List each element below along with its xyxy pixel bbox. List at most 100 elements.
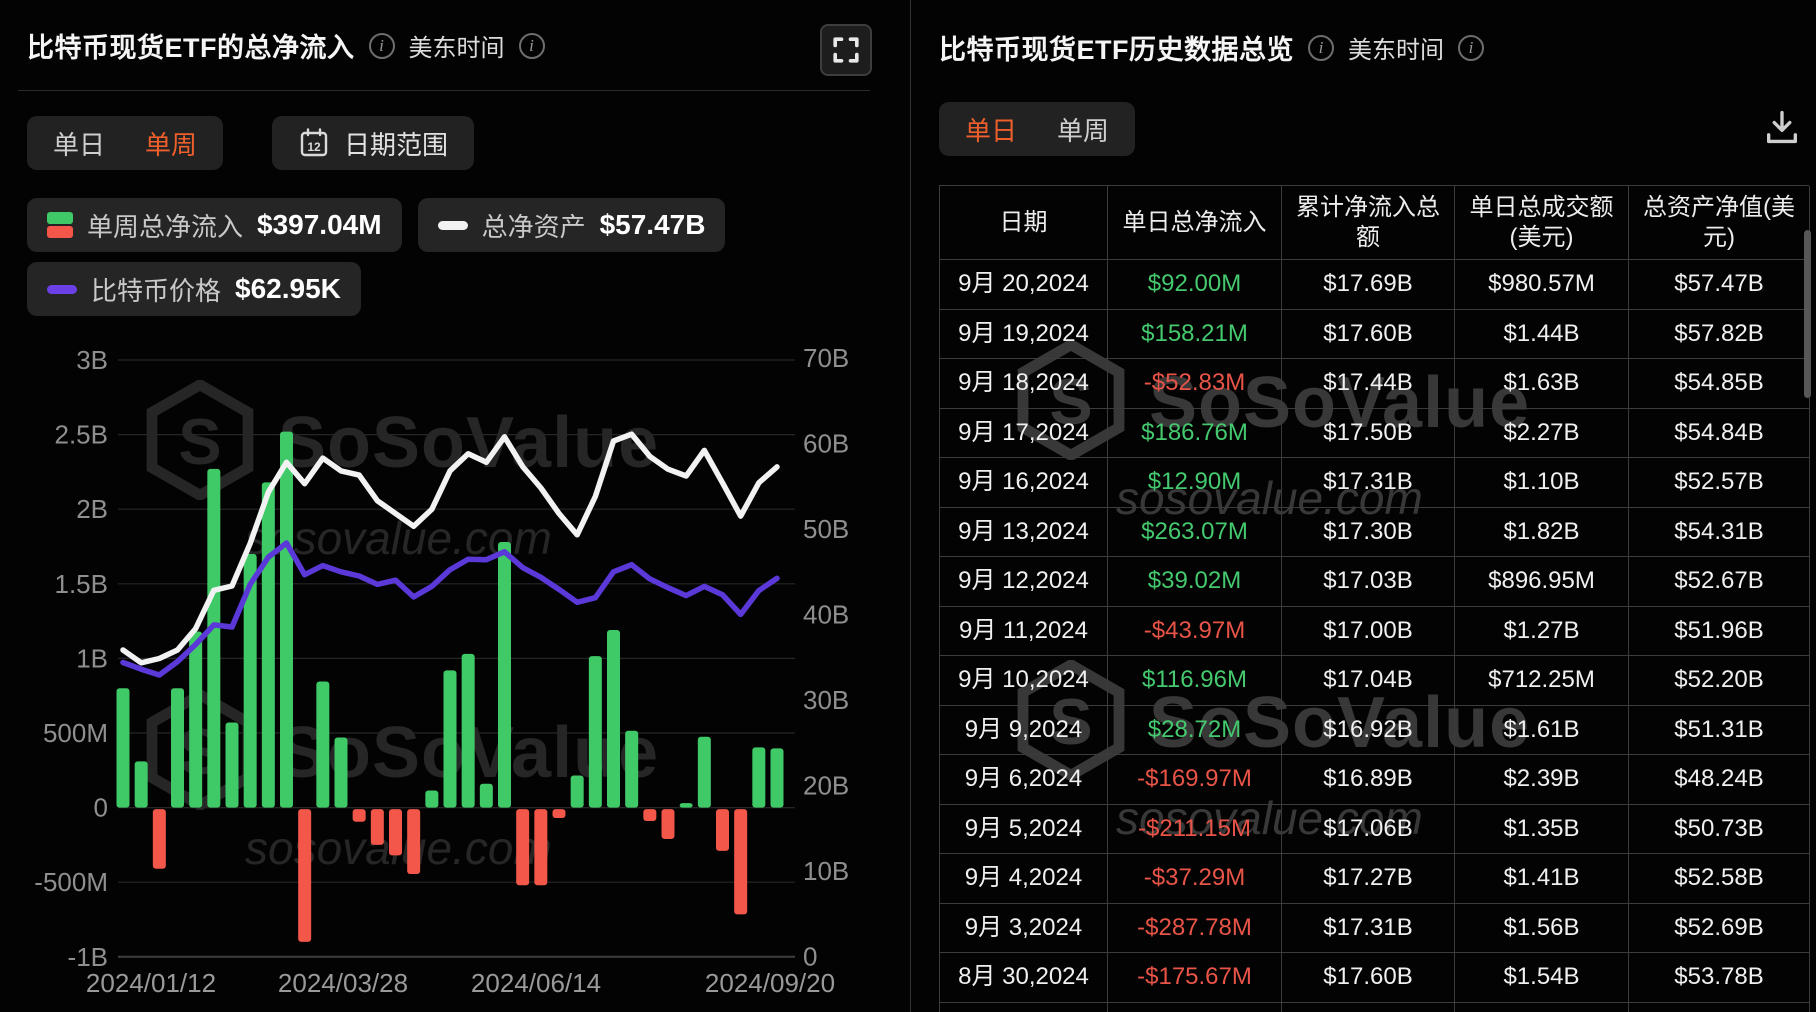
right-panel-header: 比特币现货ETF历史数据总览 i 美东时间 i [939, 28, 1484, 67]
row-date: 9月 5,2024 [940, 804, 1108, 854]
svg-text:-1B: -1B [68, 942, 108, 972]
svg-text:1.5B: 1.5B [55, 569, 109, 599]
column-header: 累计净流入总额 [1282, 186, 1455, 260]
svg-text:0: 0 [803, 942, 817, 972]
info-icon[interactable]: i [1308, 34, 1334, 61]
row-daily-volume: $712.25M [1455, 656, 1629, 706]
svg-text:3B: 3B [76, 345, 108, 375]
row-daily-net-inflow: -$211.15M [1108, 804, 1282, 854]
column-header: 单日总净流入 [1108, 186, 1282, 260]
row-daily-volume: $1.44B [1455, 309, 1629, 359]
row-date: 9月 3,2024 [940, 903, 1108, 953]
row-cumulative-inflow: $17.60B [1282, 309, 1455, 359]
row-total-nav: $50.73B [1629, 804, 1810, 854]
right-tab-weekly[interactable]: 单周 [1057, 115, 1110, 146]
row-cumulative-inflow: $17.69B [1282, 260, 1455, 310]
row-daily-net-inflow: $28.72M [1108, 705, 1282, 755]
chart-legend-row-1: 单周总净流入 $397.04M 总净资产 $57.47B [27, 198, 726, 252]
row-daily-volume: $2.27B [1455, 408, 1629, 458]
left-panel-period-tabs: 单日 单周 [27, 116, 224, 170]
row-total-nav: $52.20B [1629, 656, 1810, 706]
row-daily-net-inflow: $116.96M [1108, 656, 1282, 706]
row-total-nav: $57.47B [1629, 260, 1810, 310]
row-daily-net-inflow: $12.90M [1108, 458, 1282, 508]
row-daily-volume: $1.41B [1455, 854, 1629, 904]
row-date: 9月 13,2024 [940, 507, 1108, 557]
svg-text:2024/06/14: 2024/06/14 [471, 968, 601, 998]
row-date: 9月 6,2024 [940, 755, 1108, 805]
svg-text:12: 12 [307, 140, 321, 154]
info-icon[interactable]: i [518, 32, 545, 59]
row-daily-net-inflow: $263.07M [1108, 507, 1282, 557]
assets-line-legend-icon [437, 220, 468, 230]
partial-row-cell [1108, 1002, 1282, 1012]
svg-text:10B: 10B [803, 856, 849, 886]
row-daily-volume: $1.63B [1455, 359, 1629, 409]
date-range-button[interactable]: 12 日期范围 [272, 116, 475, 170]
header-divider [18, 90, 870, 91]
legend-label: 比特币价格 [91, 275, 222, 306]
right-tab-daily[interactable]: 单日 [965, 115, 1018, 146]
legend-item-2[interactable]: 比特币价格 $62.95K [27, 262, 361, 316]
download-icon [1762, 107, 1802, 147]
row-total-nav: $54.31B [1629, 507, 1810, 557]
svg-text:60B: 60B [803, 429, 849, 459]
row-daily-volume: $2.39B [1455, 755, 1629, 805]
info-icon[interactable]: i [1458, 34, 1484, 61]
legend-value: $62.95K [235, 273, 341, 304]
svg-text:2024/03/28: 2024/03/28 [278, 968, 408, 998]
row-daily-net-inflow: -$169.97M [1108, 755, 1282, 805]
row-cumulative-inflow: $17.27B [1282, 854, 1455, 904]
row-daily-net-inflow: -$52.83M [1108, 359, 1282, 409]
legend-item-1[interactable]: 总净资产 $57.47B [417, 198, 726, 252]
row-cumulative-inflow: $16.92B [1282, 705, 1455, 755]
left-panel-header: 比特币现货ETF的总净流入 i 美东时间 i [27, 26, 545, 65]
row-date: 9月 10,2024 [940, 656, 1108, 706]
svg-text:-500M: -500M [34, 867, 108, 897]
etf-flow-chart-panel: 比特币现货ETF的总净流入 i 美东时间 i 单日 单周 12 日期范围 [0, 24, 910, 1012]
row-daily-net-inflow: -$43.97M [1108, 606, 1282, 656]
left-tab-weekly[interactable]: 单周 [145, 129, 198, 160]
row-total-nav: $52.69B [1629, 903, 1810, 953]
column-header: 总资产净值(美元) [1629, 186, 1810, 260]
fullscreen-button[interactable] [820, 24, 872, 76]
svg-text:1B: 1B [76, 643, 108, 673]
row-daily-net-inflow: -$37.29M [1108, 854, 1282, 904]
row-total-nav: $48.24B [1629, 755, 1810, 805]
row-date: 9月 19,2024 [940, 309, 1108, 359]
legend-item-0[interactable]: 单周总净流入 $397.04M [27, 198, 402, 252]
row-daily-net-inflow: $92.00M [1108, 260, 1282, 310]
svg-text:500M: 500M [43, 718, 108, 748]
row-cumulative-inflow: $17.04B [1282, 656, 1455, 706]
calendar-icon: 12 [298, 127, 330, 159]
row-cumulative-inflow: $17.30B [1282, 507, 1455, 557]
svg-text:0: 0 [94, 793, 108, 823]
row-date: 9月 18,2024 [940, 359, 1108, 409]
row-daily-net-inflow: -$287.78M [1108, 903, 1282, 953]
left-panel-title: 比特币现货ETF的总净流入 [27, 33, 355, 63]
svg-text:30B: 30B [803, 685, 849, 715]
row-date: 9月 11,2024 [940, 606, 1108, 656]
row-date: 9月 9,2024 [940, 705, 1108, 755]
etf-flow-combo-chart[interactable]: 3B 2.5B 2B 1.5B 1B 500M 0 -500M -1B 70B 60B 50B 40B 3… [0, 330, 910, 1012]
row-date: 9月 4,2024 [940, 854, 1108, 904]
history-table: 日期 单日总净流入 累计净流入总额 单日总成交额(美元) 总资产净值(美元) 9月 20,… [939, 185, 1810, 1012]
row-total-nav: $52.67B [1629, 557, 1810, 607]
row-total-nav: $53.78B [1629, 953, 1810, 1003]
left-tab-daily[interactable]: 单日 [53, 129, 106, 160]
svg-text:2024/09/20: 2024/09/20 [705, 968, 835, 998]
table-scrollbar[interactable] [1804, 230, 1811, 398]
row-daily-volume: $1.35B [1455, 804, 1629, 854]
row-total-nav: $51.96B [1629, 606, 1810, 656]
row-cumulative-inflow: $17.00B [1282, 606, 1455, 656]
row-daily-volume: $1.54B [1455, 953, 1629, 1003]
row-daily-volume: $896.95M [1455, 557, 1629, 607]
svg-text:2024/01/12: 2024/01/12 [86, 968, 216, 998]
legend-label: 单周总净流入 [87, 211, 244, 242]
row-date: 9月 20,2024 [940, 260, 1108, 310]
row-total-nav: $57.82B [1629, 309, 1810, 359]
fullscreen-icon [828, 32, 864, 68]
download-button[interactable] [1759, 104, 1805, 150]
row-cumulative-inflow: $17.44B [1282, 359, 1455, 409]
info-icon[interactable]: i [368, 32, 395, 59]
